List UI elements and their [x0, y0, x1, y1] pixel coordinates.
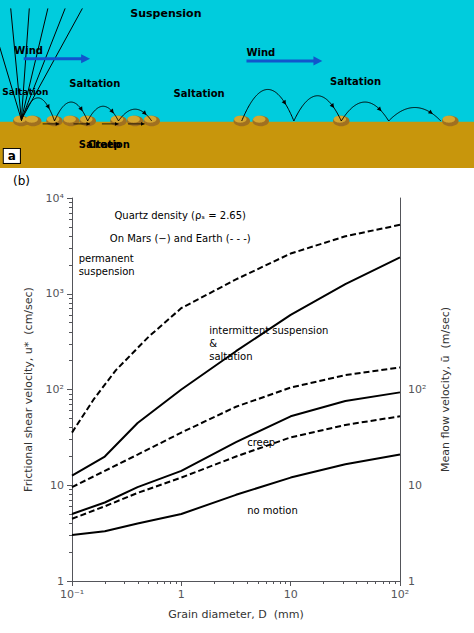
svg-text:10: 10	[284, 588, 298, 601]
svg-text:Wind: Wind	[14, 45, 43, 56]
svg-text:no motion: no motion	[247, 505, 298, 516]
svg-text:10³: 10³	[46, 287, 64, 300]
svg-text:Mean flow velocity, ū (m/sec): Mean flow velocity, ū (m/sec)	[439, 307, 452, 472]
svg-text:intermittent suspension: intermittent suspension	[209, 325, 328, 336]
svg-text:suspension: suspension	[79, 266, 135, 277]
svg-text:10⁻¹: 10⁻¹	[60, 588, 84, 601]
svg-text:Saltation: Saltation	[174, 88, 225, 99]
svg-text:10⁴: 10⁴	[46, 192, 65, 205]
svg-text:creep: creep	[247, 437, 275, 448]
svg-text:10: 10	[50, 479, 64, 492]
svg-text:Grain diameter, D (mm): Grain diameter, D (mm)	[168, 608, 304, 621]
svg-text:Creep: Creep	[88, 139, 121, 150]
svg-text:10²: 10²	[408, 383, 426, 396]
svg-text:Saltation: Saltation	[79, 139, 130, 150]
svg-text:&: &	[209, 338, 217, 349]
svg-text:Quartz density (ρₛ = 2.65): Quartz density (ρₛ = 2.65)	[114, 210, 246, 221]
svg-text:Saltation: Saltation	[2, 87, 48, 97]
svg-text:1: 1	[178, 588, 185, 601]
svg-text:1: 1	[57, 575, 64, 588]
svg-text:Wind: Wind	[246, 47, 275, 58]
svg-text:Saltation: Saltation	[69, 78, 120, 89]
svg-text:10: 10	[408, 479, 422, 492]
svg-text:Suspension: Suspension	[130, 7, 201, 20]
svg-text:On Mars (−) and Earth (- - -): On Mars (−) and Earth (- - -)	[110, 233, 251, 244]
svg-text:Frictional shear velocity, u*: Frictional shear velocity, u* (cm/sec)	[22, 287, 35, 492]
svg-text:10²: 10²	[46, 383, 64, 396]
svg-text:saltation: saltation	[209, 351, 252, 362]
svg-text:permanent: permanent	[79, 253, 134, 264]
svg-text:10²: 10²	[391, 588, 409, 601]
svg-text:a: a	[8, 149, 16, 163]
svg-text:1: 1	[408, 575, 415, 588]
svg-text:Saltation: Saltation	[330, 76, 381, 87]
svg-text:(b): (b)	[13, 174, 30, 188]
